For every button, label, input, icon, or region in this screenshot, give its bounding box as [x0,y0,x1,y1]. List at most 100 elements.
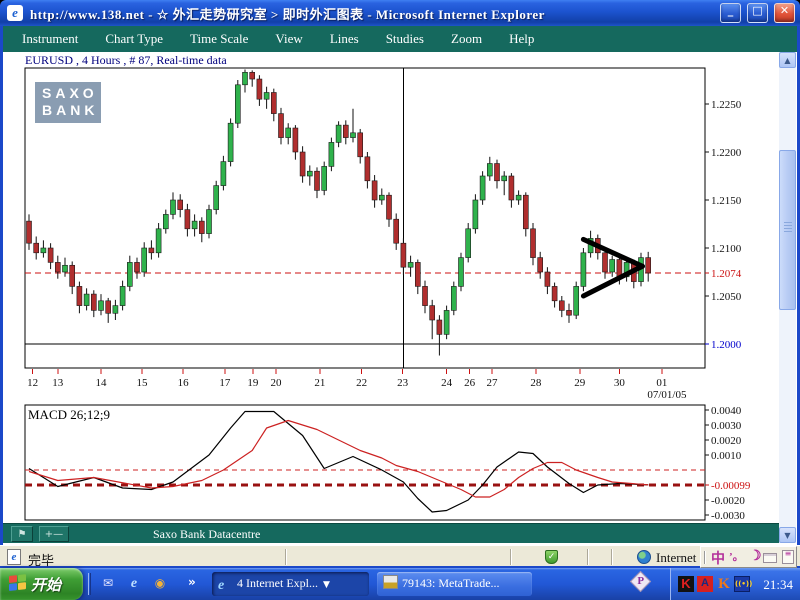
price-axis-label: 1.2100 [711,243,742,255]
minimize-button[interactable]: _ [720,3,741,23]
x-axis-label: 29 [574,377,586,389]
price-axis-label: 1.2150 [711,195,742,207]
saxo-bank-logo: SAXO BANK [35,82,101,123]
vertical-scrollbar[interactable]: ▲ ▼ [779,52,796,543]
price-axis-label: 1.2250 [711,99,742,111]
candle-body [522,194,529,230]
x-axis-label: 19 [247,377,259,389]
candle-body [47,247,54,263]
candle-body [270,92,277,114]
x-axis-label: 15 [137,377,149,389]
candle-body [134,262,140,273]
ime-language-bar[interactable]: 中 ’。 ☽ ≡ [700,546,797,568]
candle-body [479,175,486,201]
internet-explorer-icon[interactable]: e [130,576,138,591]
candle-body [393,218,400,244]
title-bar: e http://www.138.net - ☆ 外汇走势研究室 > 即时外汇图… [0,0,800,26]
pennant-upper-line [580,236,645,269]
ime-shape-icon[interactable]: ☽ [749,549,762,564]
macd-line-macd [28,410,649,513]
quick-launch-overflow-chevron[interactable]: » [188,575,196,589]
candle-body [40,247,47,254]
menu-item-zoom[interactable]: Zoom [451,31,483,46]
red-app-tray-icon[interactable]: A [697,576,713,592]
system-tray: K A K ((•)) 21:34 [670,568,800,600]
candle-body [256,78,263,100]
candle-body [566,310,572,316]
candle-body [609,259,616,273]
menu-item-chart-type[interactable]: Chart Type [105,31,164,46]
ie-logo-icon: e [7,5,23,21]
candle-body [54,262,61,273]
candle-body [494,163,500,182]
x-axis-label: 26 [464,377,476,389]
start-button[interactable]: 开始 [0,568,83,600]
outlook-express-icon[interactable]: ✉ [102,576,114,590]
candle-body [580,252,587,287]
k-letter-tray-icon[interactable]: K [718,576,730,592]
candle-body [321,166,328,191]
candle-body [645,257,652,274]
candle-body [429,305,436,321]
candle-body [235,84,241,124]
chart-header: EURUSD , 4 Hours , # 87, Real-time data [25,53,227,67]
x-axis-label: 21 [314,377,325,389]
candle-body [112,305,119,314]
menu-item-view[interactable]: View [275,31,303,46]
candle-body [155,228,162,254]
candle-body [350,132,356,138]
candle-body [450,286,457,311]
x-axis-label: 20 [270,377,282,389]
scroll-down-button[interactable]: ▼ [779,527,796,543]
window-title: http://www.138.net - ☆ 外汇走势研究室 > 即时外汇图表 … [30,7,545,22]
menu-item-help[interactable]: Help [509,31,535,46]
scroll-up-button[interactable]: ▲ [779,52,796,68]
crosshair-tool-button[interactable]: +— [39,526,69,542]
network-signal-icon[interactable]: ((•)) [734,576,752,592]
x-axis-label: 16 [178,377,190,389]
task-button-label: 79143: MetaTrade... [402,576,500,590]
flag-tool-button[interactable]: ⚑ [11,526,33,542]
macd-axis-label: -0.0030 [711,510,745,522]
taskbar-button-metatrader[interactable]: 79143: MetaTrade... [377,572,532,596]
menu-item-studies[interactable]: Studies [385,31,424,46]
start-button-label: 开始 [31,578,62,594]
menu-item-instrument[interactable]: Instrument [22,31,79,46]
security-shield-icon: ✓ [545,550,558,564]
ime-keyboard-icon[interactable] [763,553,777,563]
candle-body [170,199,176,215]
menu-item-time-scale[interactable]: Time Scale [190,31,249,46]
antivirus-k-icon[interactable]: K [678,576,694,592]
ime-chinese-icon[interactable]: 中 [711,552,725,567]
macd-axis-label: -0.0020 [711,495,745,507]
internet-zone-text: Internet [656,550,697,565]
ime-drag-handle[interactable] [704,551,706,564]
candle-body [148,247,155,254]
p-program-letter: P [637,575,645,588]
taskbar-button-internet-explorer-group[interactable]: e 4 Internet Expl... ▼ [212,572,369,596]
x-axis-label: 14 [96,377,108,389]
ime-menu-icon[interactable]: ≡ [782,550,794,564]
ie-task-icon: e [218,578,225,593]
candle-series [26,69,652,356]
candle-body [551,286,558,302]
close-button[interactable]: ✕ [774,3,795,23]
x-axis-label: 01 [656,377,667,389]
macd-plot-border [24,404,706,521]
status-separator [587,549,589,565]
maximize-button[interactable]: □ [747,3,768,23]
candle-body [530,228,536,258]
candle-body [292,127,299,153]
taskbar: 开始 ✉ e ◉ » e 4 Internet Expl... ▼ 79143: M… [0,568,800,600]
p-program-icon[interactable]: P [629,570,652,593]
menu-item-lines[interactable]: Lines [329,31,359,46]
x-axis-label: 30 [614,377,626,389]
quick-launch-handle[interactable] [88,573,91,595]
candle-body [306,170,313,177]
candle-body [602,252,608,273]
scroll-thumb[interactable] [779,150,796,310]
media-player-icon[interactable]: ◉ [154,576,166,590]
candle-body [328,142,335,167]
ime-punctuation-icon[interactable]: ’。 [729,551,744,563]
status-done-text: 完毕 [28,553,55,568]
